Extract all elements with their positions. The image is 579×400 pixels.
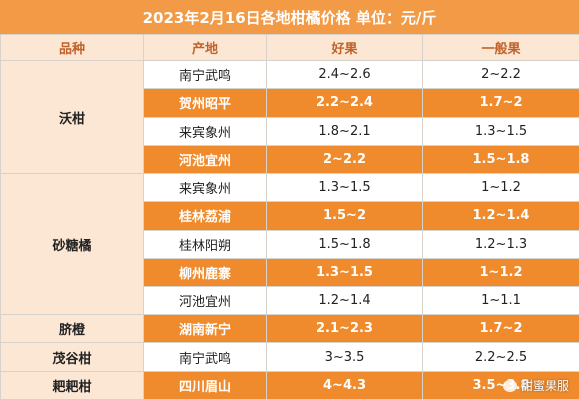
table-row: 河池宜州 2~2.2 1.5~1.8 xyxy=(1,144,579,175)
variety-cell: 砂糖橘 xyxy=(0,173,144,316)
average-fruit-price-cell: 2~2.2 xyxy=(422,60,579,90)
average-fruit-price-cell: 2.2~2.5 xyxy=(422,342,579,372)
average-fruit-price-cell: 1.7~2 xyxy=(422,314,579,344)
table-row: 桂林阳朔 1.5~1.8 1.2~1.3 xyxy=(1,229,579,259)
origin-cell: 四川眉山 xyxy=(143,370,267,400)
average-fruit-price-cell: 1~1.2 xyxy=(422,257,579,288)
table-row: 耙耙柑 四川眉山 4~4.3 3.5~3.8 xyxy=(0,370,579,400)
origin-cell: 贺州昭平 xyxy=(143,88,267,118)
good-fruit-price-cell: 2.4~2.6 xyxy=(266,60,423,90)
good-fruit-price-cell: 1.2~1.4 xyxy=(266,286,423,316)
variety-cell: 脐橙 xyxy=(0,314,144,344)
origin-cell: 柳州鹿寨 xyxy=(143,257,267,288)
good-fruit-price-cell: 3~3.5 xyxy=(266,342,423,372)
origin-cell: 来宾象州 xyxy=(143,173,267,203)
origin-cell: 河池宜州 xyxy=(143,144,267,175)
average-fruit-price-cell: 1.3~1.5 xyxy=(422,116,579,146)
origin-cell: 湖南新宁 xyxy=(143,314,267,344)
table-row: 贺州昭平 2.2~2.4 1.7~2 xyxy=(1,88,579,118)
table-row: 砂糖橘 来宾象州 1.3~1.5 1~1.2 xyxy=(0,173,579,316)
table-row: 沃柑 南宁武鸣 2.4~2.6 2~2.2 xyxy=(0,60,579,175)
table-title: 2023年2月16日各地柑橘价格 单位：元/斤 xyxy=(0,0,579,35)
citrus-price-table: 品种 产地 好果 一般果 沃柑 南宁武鸣 2.4~2.6 2~2.2 贺州昭平 2.2~2… xyxy=(0,33,579,400)
origin-cell: 桂林荔浦 xyxy=(143,201,267,231)
good-fruit-price-cell: 1.5~2 xyxy=(266,201,423,231)
watermark-text: 甜蜜果服 xyxy=(520,379,569,393)
header-origin: 产地 xyxy=(143,33,267,62)
origin-cell: 南宁武鸣 xyxy=(143,60,267,90)
variety-cell: 茂谷柑 xyxy=(0,342,144,372)
account-watermark: 甜蜜果服 xyxy=(502,377,569,394)
good-fruit-price-cell: 4~4.3 xyxy=(266,370,423,400)
good-fruit-price-cell: 2.2~2.4 xyxy=(266,88,423,118)
average-fruit-price-cell: 1~1.2 xyxy=(422,173,579,203)
good-fruit-price-cell: 2.1~2.3 xyxy=(266,314,423,344)
average-fruit-price-cell: 1.2~1.3 xyxy=(422,229,579,259)
good-fruit-price-cell: 1.5~1.8 xyxy=(266,229,423,259)
variety-cell: 沃柑 xyxy=(0,60,144,175)
average-fruit-price-cell: 1~1.1 xyxy=(422,286,579,316)
variety-cell: 耙耙柑 xyxy=(0,370,144,400)
origin-cell: 南宁武鸣 xyxy=(143,342,267,372)
table-row: 脐橙 湖南新宁 2.1~2.3 1.7~2 xyxy=(0,314,579,344)
table-row: 来宾象州 1.8~2.1 1.3~1.5 xyxy=(1,116,579,146)
wechat-icon xyxy=(502,379,517,392)
average-fruit-price-cell: 1.5~1.8 xyxy=(422,144,579,175)
good-fruit-price-cell: 1.3~1.5 xyxy=(266,173,423,203)
good-fruit-price-cell: 1.3~1.5 xyxy=(266,257,423,288)
origin-cell: 来宾象州 xyxy=(143,116,267,146)
table-row: 河池宜州 1.2~1.4 1~1.1 xyxy=(1,286,579,316)
header-average-fruit: 一般果 xyxy=(422,33,579,62)
table-header-row: 品种 产地 好果 一般果 xyxy=(0,33,579,62)
average-fruit-price-cell: 3.5~3.8 xyxy=(422,370,579,400)
table-row: 桂林荔浦 1.5~2 1.2~1.4 xyxy=(1,201,579,231)
origin-cell: 河池宜州 xyxy=(143,286,267,316)
good-fruit-price-cell: 1.8~2.1 xyxy=(266,116,423,146)
header-good-fruit: 好果 xyxy=(266,33,423,62)
average-fruit-price-cell: 1.7~2 xyxy=(422,88,579,118)
table-row: 茂谷柑 南宁武鸣 3~3.5 2.2~2.5 xyxy=(0,342,579,372)
origin-cell: 桂林阳朔 xyxy=(143,229,267,259)
average-fruit-price-cell: 1.2~1.4 xyxy=(422,201,579,231)
header-variety: 品种 xyxy=(0,33,144,62)
good-fruit-price-cell: 2~2.2 xyxy=(266,144,423,175)
